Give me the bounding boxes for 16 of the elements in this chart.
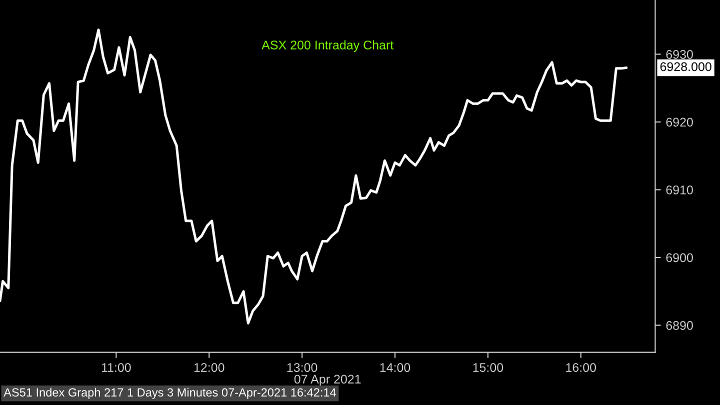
- text: AS51 Index Graph 217 1 Days 3 Minutes 07-Apr-2021 16:42:14: [4, 388, 336, 399]
- y-tick-label: 6900: [666, 253, 693, 262]
- annotation: 6928.000: [660, 62, 712, 72]
- y-tick-label: 6890: [666, 321, 693, 330]
- x-tick-label: 16:00: [566, 363, 596, 372]
- x-tick-label: 15:00: [473, 363, 504, 372]
- x-tick-label: 14:00: [380, 363, 410, 372]
- line-series: [0, 28, 628, 324]
- y-tick-label: 6920: [666, 118, 693, 127]
- text: ASX 200 Intraday Chart: [262, 40, 394, 52]
- x-tick-label: 12:00: [194, 363, 224, 372]
- y-tick-label: 6930: [666, 50, 693, 59]
- y-tick-label: 6910: [666, 186, 693, 194]
- x-axis-title: 07 Apr 2021: [294, 374, 361, 386]
- x-tick-label: 11:00: [102, 363, 131, 372]
- x-tick-label: 13:00: [287, 363, 318, 372]
